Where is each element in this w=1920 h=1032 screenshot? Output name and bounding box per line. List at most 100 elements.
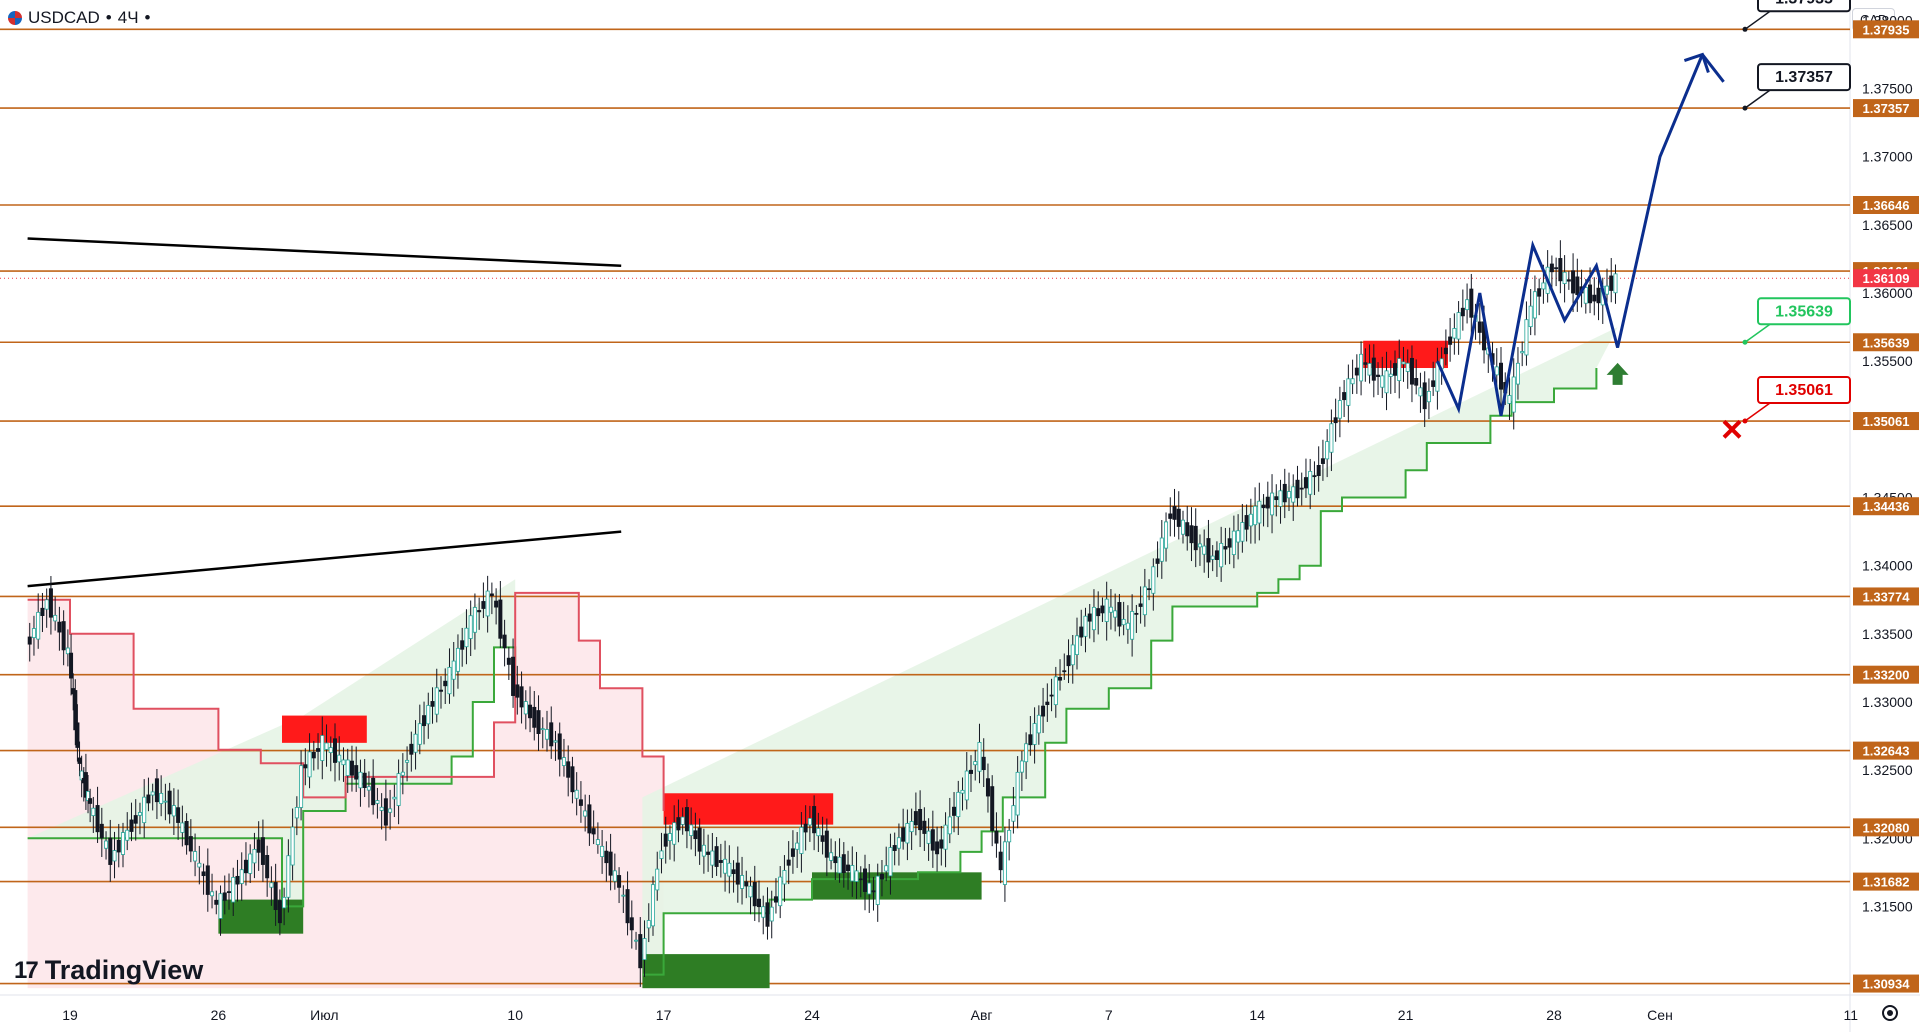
candle-body: [735, 862, 740, 885]
candle-body: [523, 701, 528, 715]
candle-body: [1058, 676, 1063, 681]
candle-body: [1113, 610, 1118, 618]
symbol-header[interactable]: USDCAD • 4Ч •: [8, 8, 151, 28]
level-tag-label: 1.35061: [1863, 414, 1910, 429]
candle-body: [557, 733, 562, 760]
candle-body: [863, 868, 868, 892]
candle-body: [1253, 505, 1258, 526]
candle-body: [532, 706, 537, 728]
candle-body: [273, 882, 278, 911]
level-tag: [1853, 872, 1919, 891]
callout-anchor: [1742, 339, 1748, 345]
candle-body: [841, 854, 846, 873]
candle-body: [1359, 353, 1364, 382]
candle-body: [506, 657, 511, 665]
candle-body: [320, 735, 325, 761]
candle-body: [1571, 270, 1576, 294]
candle-body: [1244, 515, 1249, 530]
candle-body: [125, 829, 130, 841]
candle-body: [1524, 319, 1529, 356]
candle-body: [1164, 521, 1169, 549]
candle-body: [57, 621, 62, 633]
candle-body: [383, 798, 388, 826]
y-tick-label: 1.33500: [1862, 626, 1913, 642]
candle-body: [61, 621, 66, 651]
candle-body: [79, 770, 84, 781]
candle-body: [1477, 321, 1482, 333]
candle-body: [36, 611, 41, 640]
candle-body: [1333, 417, 1338, 424]
candle-body: [689, 824, 694, 836]
supply-zone: [282, 715, 367, 743]
candle-body: [926, 830, 931, 844]
candle-body: [727, 862, 732, 877]
candle-body: [1592, 294, 1597, 302]
candle-body: [1087, 613, 1092, 622]
level-tag-label: 1.33200: [1863, 668, 1910, 683]
candle-body: [850, 865, 855, 882]
candle-body: [879, 873, 884, 880]
callout-anchor: [1742, 418, 1748, 424]
candle-body: [1452, 328, 1457, 339]
candle-body: [1028, 734, 1033, 746]
candle-body: [888, 847, 893, 877]
callout-pointer: [1744, 402, 1771, 422]
candle-body: [930, 829, 935, 851]
candle-body: [349, 760, 354, 776]
candle-body: [1236, 530, 1241, 543]
candle-body: [867, 882, 872, 895]
settings-gear-icon[interactable]: [1882, 1005, 1898, 1021]
candle-body: [316, 748, 321, 752]
candle-body: [1329, 423, 1334, 453]
candle-body: [222, 892, 227, 901]
candle-body: [1537, 288, 1542, 297]
candle-body: [909, 821, 914, 833]
candle-body: [1499, 362, 1504, 390]
candle-body: [73, 690, 78, 731]
candle-body: [1520, 351, 1525, 354]
callout-anchor: [1742, 105, 1748, 111]
candle-body: [634, 939, 639, 942]
candle-body: [332, 738, 337, 763]
candle-body: [1588, 284, 1593, 304]
candle-body: [184, 821, 189, 846]
candle-body: [1397, 358, 1402, 381]
candle-body: [1558, 258, 1563, 282]
x-tick-label: 28: [1546, 1007, 1562, 1023]
y-tick-label: 1.33000: [1862, 694, 1913, 710]
candle-body: [985, 778, 990, 797]
supply-zone: [1363, 340, 1448, 369]
candle-body: [443, 680, 448, 687]
candle-body: [570, 766, 575, 793]
candle-body: [1015, 771, 1020, 816]
candle-body: [1070, 644, 1075, 666]
candle-body: [1189, 525, 1194, 544]
trendline: [27, 237, 622, 268]
callout-label: 1.37935: [1775, 0, 1833, 7]
candle-body: [1214, 550, 1219, 560]
candle-body: [1549, 263, 1554, 273]
candle-body: [1062, 670, 1067, 673]
candle-body: [1041, 705, 1046, 717]
candle-body: [472, 607, 477, 633]
candle-body: [1469, 288, 1474, 318]
candle-body: [116, 839, 121, 853]
callout-label: 1.35061: [1775, 382, 1833, 399]
candle-body: [1024, 743, 1029, 763]
candle-body: [1528, 305, 1533, 328]
tradingview-logo: 17 TradingView: [14, 955, 203, 986]
candle-body: [519, 686, 524, 708]
candle-body: [1371, 357, 1376, 381]
candle-body: [303, 764, 308, 769]
candle-body: [1460, 307, 1465, 317]
candle-body: [566, 761, 571, 778]
candle-body: [91, 807, 96, 817]
candle-body: [833, 856, 838, 864]
support-channel-line: [642, 368, 1598, 976]
candle-body: [129, 819, 134, 832]
candle-body: [354, 765, 359, 780]
candle-body: [663, 833, 668, 847]
candle-body: [1287, 491, 1292, 499]
candle-body: [1045, 701, 1050, 705]
